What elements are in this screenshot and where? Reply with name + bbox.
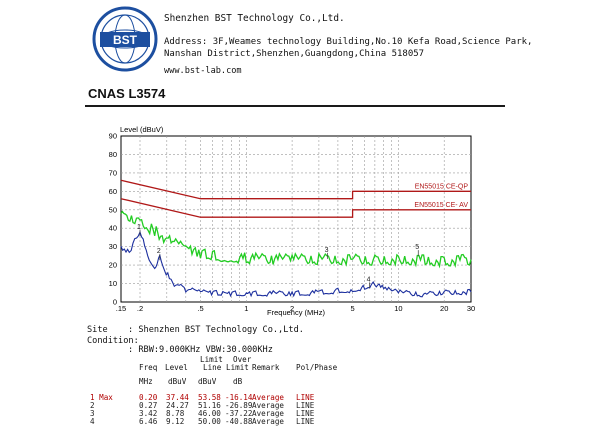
header-divider bbox=[85, 105, 505, 107]
y-tick-label: 90 bbox=[109, 132, 117, 141]
cell-over: -26.89 bbox=[225, 401, 253, 410]
marker-label: 1 bbox=[137, 224, 141, 231]
company-name: Shenzhen BST Technology Co.,Ltd. bbox=[164, 13, 345, 24]
x-tick-label: 2 bbox=[290, 304, 294, 313]
condition-label: Condition: bbox=[87, 336, 139, 346]
header-remark: Remark bbox=[252, 363, 280, 372]
bst-logo: BST bbox=[92, 6, 158, 72]
cell-limit: 53.58 bbox=[198, 393, 221, 402]
x-tick-label: 20 bbox=[440, 304, 448, 313]
cell-limit: 46.00 bbox=[198, 409, 221, 418]
website-text: www.bst-lab.com bbox=[164, 66, 242, 76]
unit-dbuv-limit: dBuV bbox=[198, 377, 217, 386]
cell-freq: 0.27 bbox=[139, 401, 158, 410]
x-tick-label: .15 bbox=[116, 304, 126, 313]
cell-no: 3 bbox=[90, 409, 95, 418]
site-condition-labels: Site Condition: bbox=[87, 325, 139, 347]
average-trace bbox=[120, 230, 472, 298]
cell-no: 2 bbox=[90, 401, 95, 410]
y-tick-label: 0 bbox=[113, 298, 117, 307]
unit-db: dB bbox=[233, 377, 243, 386]
table-row: 3 3.42 8.78 46.00 -37.22 Average LINE bbox=[90, 410, 510, 418]
limit-label: EN55015 CE-QP bbox=[415, 183, 469, 190]
header-line: Line bbox=[203, 363, 222, 372]
cell-no: 1 Max bbox=[90, 393, 113, 402]
cell-pol: LINE bbox=[296, 393, 315, 402]
address-line-1: Address: 3F,Weames technology Building,N… bbox=[164, 37, 533, 47]
cell-freq: 3.42 bbox=[139, 409, 158, 418]
y-tick-label: 30 bbox=[109, 242, 117, 251]
cell-pol: LINE bbox=[296, 417, 315, 426]
marker-label: 5 bbox=[415, 244, 419, 251]
table-row: 2 0.27 24.27 51.16 -26.89 Average LINE bbox=[90, 402, 510, 410]
header-over-top: Over bbox=[233, 355, 252, 364]
header-limit: Limit bbox=[226, 363, 249, 372]
cnas-number: CNAS L3574 bbox=[88, 86, 166, 101]
y-tick-label: 80 bbox=[109, 150, 117, 159]
svg-text:BST: BST bbox=[113, 33, 138, 47]
header-freq: Freq bbox=[139, 363, 158, 372]
x-tick-label: .5 bbox=[197, 304, 203, 313]
address-line-2: Nanshan District,Shenzhen,Guangdong,Chin… bbox=[164, 49, 425, 59]
x-tick-label: 30 bbox=[467, 304, 475, 313]
y-axis-label: Level (dBuV) bbox=[120, 125, 164, 134]
rbw-vbw-line: : RBW:9.000KHz VBW:30.000KHz bbox=[128, 345, 273, 355]
cell-remark: Average bbox=[252, 417, 285, 426]
plot-area bbox=[120, 135, 472, 303]
x-tick-label: 1 bbox=[244, 304, 248, 313]
cell-over: -16.14 bbox=[225, 393, 253, 402]
y-tick-label: 20 bbox=[109, 261, 117, 270]
header-level: Level bbox=[165, 363, 188, 372]
site-value: : Shenzhen BST Technology Co.,Ltd. bbox=[128, 325, 304, 335]
cell-over: -37.22 bbox=[225, 409, 253, 418]
marker-label: 4 bbox=[367, 276, 371, 283]
unit-mhz: MHz bbox=[139, 377, 153, 386]
cell-pol: LINE bbox=[296, 409, 315, 418]
cell-over: -40.88 bbox=[225, 417, 253, 426]
header-pol-phase: Pol/Phase bbox=[296, 363, 338, 372]
results-table: Limit Over Freq Level Line Limit Remark … bbox=[90, 355, 510, 426]
cell-no: 4 bbox=[90, 417, 95, 426]
cell-level: 37.44 bbox=[166, 393, 189, 402]
peak-markers: 1 2 3 4 5 bbox=[137, 224, 419, 289]
y-tick-label: 60 bbox=[109, 187, 117, 196]
axis-ticks: 0 10 20 30 40 50 60 70 80 90 .15 .2 .5 1 2 5 10 20 30 bbox=[109, 132, 476, 314]
limit-line bbox=[120, 198, 471, 218]
x-tick-label: 5 bbox=[351, 304, 355, 313]
cell-remark: Average bbox=[252, 409, 285, 418]
y-tick-label: 10 bbox=[109, 279, 117, 288]
marker-label: 2 bbox=[157, 248, 161, 255]
cell-level: 8.78 bbox=[166, 409, 185, 418]
cell-freq: 0.20 bbox=[139, 393, 158, 402]
table-row: 4 6.46 9.12 50.00 -40.88 Average LINE bbox=[90, 418, 510, 426]
limit-lines: EN55015 CE-QP EN55015 CE- AV bbox=[120, 179, 471, 218]
site-label: Site bbox=[87, 325, 108, 335]
cell-level: 24.27 bbox=[166, 401, 189, 410]
marker-label: 3 bbox=[325, 247, 329, 254]
peak-trace bbox=[120, 210, 472, 269]
cell-level: 9.12 bbox=[166, 417, 185, 426]
company-address: Address: 3F,Weames technology Building,N… bbox=[164, 36, 532, 60]
measurement-series bbox=[120, 210, 472, 298]
y-tick-label: 50 bbox=[109, 205, 117, 214]
cell-freq: 6.46 bbox=[139, 417, 158, 426]
cell-limit: 50.00 bbox=[198, 417, 221, 426]
limit-label: EN55015 CE- AV bbox=[414, 202, 468, 209]
header-limit-top: Limit bbox=[200, 355, 223, 364]
x-tick-label: .2 bbox=[137, 304, 143, 313]
x-tick-label: 10 bbox=[394, 304, 402, 313]
cell-pol: LINE bbox=[296, 401, 315, 410]
limit-line bbox=[120, 179, 471, 200]
cell-remark: Average bbox=[252, 401, 285, 410]
y-tick-label: 70 bbox=[109, 168, 117, 177]
x-axis-label: Frequency (MHz) bbox=[267, 308, 325, 317]
unit-dbuv: dBuV bbox=[168, 377, 187, 386]
cell-limit: 51.16 bbox=[198, 401, 221, 410]
y-tick-label: 40 bbox=[109, 224, 117, 233]
table-row: 1 Max 0.20 37.44 53.58 -16.14 Average LINE bbox=[90, 394, 510, 402]
cell-remark: Average bbox=[252, 393, 285, 402]
